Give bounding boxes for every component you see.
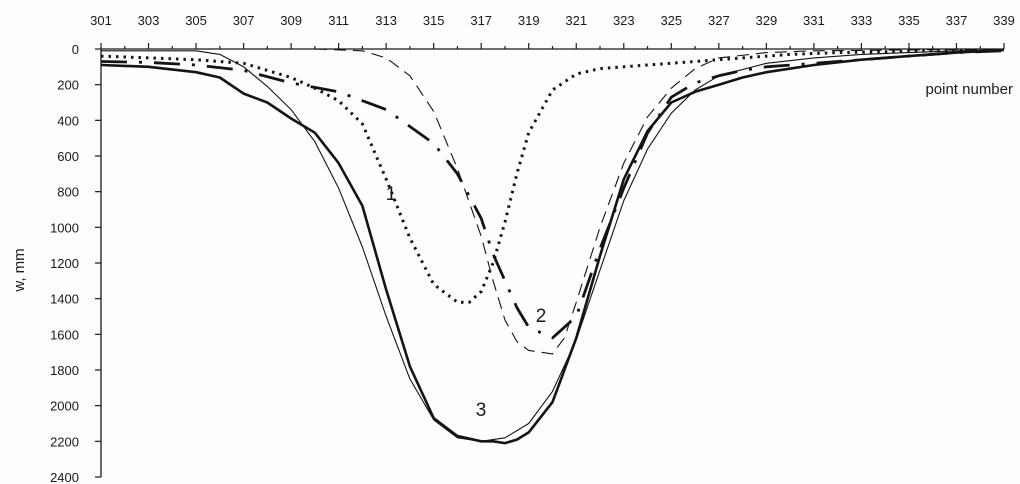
x-tick-label: 305 bbox=[185, 13, 207, 28]
x-tick-label: 311 bbox=[328, 13, 349, 28]
y-tick-label: 800 bbox=[57, 185, 79, 200]
x-tick-label: 327 bbox=[708, 13, 730, 28]
labels-group: point number w, mm 1 2 3 bbox=[11, 81, 1013, 421]
x-tick-label: 339 bbox=[993, 13, 1015, 28]
series-line-thick-solid bbox=[100, 48, 1005, 445]
y-tick-label: 1200 bbox=[50, 256, 79, 271]
x-tick-label: 333 bbox=[851, 13, 873, 28]
curve-label-1: 1 bbox=[386, 184, 397, 205]
curve-label-3: 3 bbox=[476, 400, 487, 421]
series-line-long-dash bbox=[100, 49, 1005, 340]
y-tick-label: 2400 bbox=[50, 470, 79, 484]
x-tick-label: 323 bbox=[613, 13, 635, 28]
y-tick-label: 600 bbox=[57, 149, 79, 164]
x-tick-label: 313 bbox=[375, 13, 397, 28]
x-tick-label: 321 bbox=[565, 13, 587, 28]
x-axis-title: point number bbox=[925, 81, 1013, 98]
y-tick-label: 1000 bbox=[50, 220, 79, 235]
y-tick-label: 2000 bbox=[50, 399, 79, 414]
series-line-thin-solid bbox=[101, 49, 1005, 442]
series-line-dotted bbox=[100, 48, 1005, 304]
x-tick-label: 307 bbox=[233, 13, 255, 28]
x-tick-label: 331 bbox=[803, 13, 825, 28]
x-tick-label: 325 bbox=[660, 13, 682, 28]
x-tick-label: 317 bbox=[470, 13, 492, 28]
curve-label-2: 2 bbox=[536, 306, 547, 327]
x-tick-label: 303 bbox=[138, 13, 160, 28]
y-tick-label: 2200 bbox=[50, 434, 79, 449]
x-tick-label: 301 bbox=[90, 13, 112, 28]
x-tick-label: 319 bbox=[518, 13, 540, 28]
y-tick-label: 1800 bbox=[50, 363, 79, 378]
x-tick-label: 309 bbox=[280, 13, 302, 28]
axes: 301 303 305 307 309 311 313 315 317 319 321 323 325 3… bbox=[50, 13, 1015, 484]
x-tick-label: 315 bbox=[423, 13, 445, 28]
x-tick-label: 329 bbox=[756, 13, 778, 28]
y-axis-title: w, mm bbox=[11, 248, 28, 292]
y-tick-label: 1600 bbox=[50, 327, 79, 342]
y-tick-label: 0 bbox=[72, 42, 79, 57]
x-tick-label: 337 bbox=[946, 13, 968, 28]
x-tick-label: 335 bbox=[898, 13, 920, 28]
series-line-dashed bbox=[314, 48, 1005, 355]
y-tick-label: 1400 bbox=[50, 292, 79, 307]
series-group bbox=[100, 48, 1005, 445]
y-tick-label: 400 bbox=[57, 113, 79, 128]
y-tick-label: 200 bbox=[57, 78, 79, 93]
